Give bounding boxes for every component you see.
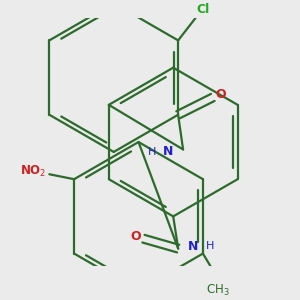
Text: H: H: [206, 241, 214, 251]
Text: N: N: [163, 146, 173, 158]
Text: CH$_3$: CH$_3$: [206, 283, 230, 298]
Text: O: O: [215, 88, 226, 101]
Text: Cl: Cl: [197, 3, 210, 16]
Text: O: O: [130, 230, 141, 243]
Text: N: N: [188, 240, 199, 253]
Text: NO$_2$: NO$_2$: [20, 164, 47, 179]
Text: H: H: [147, 147, 156, 157]
